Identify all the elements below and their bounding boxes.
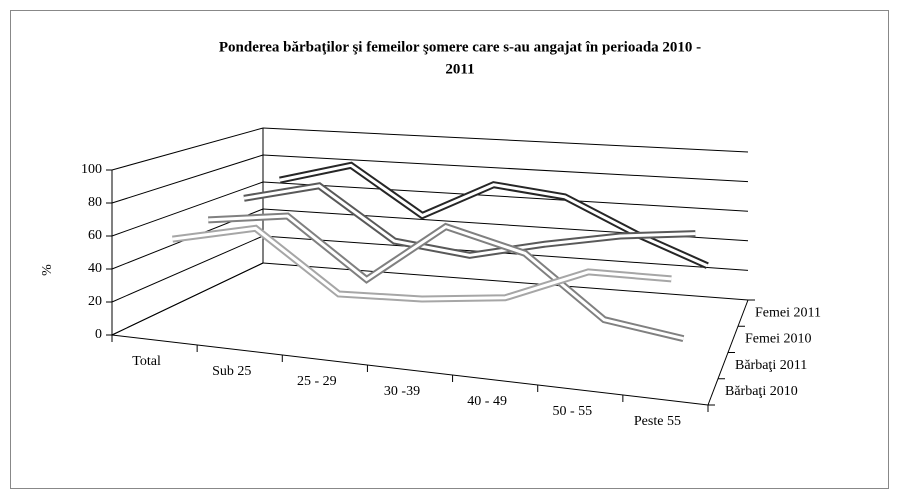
grid-line [262, 181, 749, 212]
grid-line [262, 127, 749, 153]
y-tick-label: 0 [95, 327, 102, 342]
y-tick-label: 40 [88, 261, 102, 276]
x-tick-label: Total [132, 354, 161, 369]
x-tick-label: 50 - 55 [552, 404, 592, 419]
floor-left-edge [111, 262, 264, 336]
y-tick-label: 20 [88, 294, 102, 309]
x-tick-label: 40 - 49 [467, 394, 507, 409]
grid-line [111, 127, 264, 171]
grid-line [111, 181, 264, 237]
series-line-inner [208, 214, 684, 341]
x-axis [111, 334, 709, 406]
x-tick-label: 30 -39 [384, 384, 420, 399]
series-line-inner [243, 184, 696, 257]
series-label: Femei 2011 [755, 305, 821, 320]
chart-title: Ponderea bărbaţilor şi femeilor şomere c… [219, 39, 701, 55]
x-tick-label: Sub 25 [212, 364, 251, 379]
y-axis-title: % [40, 264, 55, 276]
grid-line [111, 154, 264, 204]
y-tick-label: 60 [88, 228, 102, 243]
series-line-inner [172, 226, 672, 301]
grid-line [262, 262, 749, 301]
y-tick-label: 80 [88, 195, 102, 210]
x-tick-label: 25 - 29 [297, 374, 337, 389]
series-label: Bărbaţi 2011 [735, 358, 807, 373]
grid-line [111, 235, 264, 303]
grid-line [262, 154, 749, 183]
chart-title: 2011 [445, 61, 474, 77]
x-tick-label: Peste 55 [634, 414, 681, 429]
series-label: Femei 2010 [745, 332, 812, 347]
y-tick-label: 100 [81, 162, 102, 177]
series-label: Bărbaţi 2010 [725, 384, 798, 399]
